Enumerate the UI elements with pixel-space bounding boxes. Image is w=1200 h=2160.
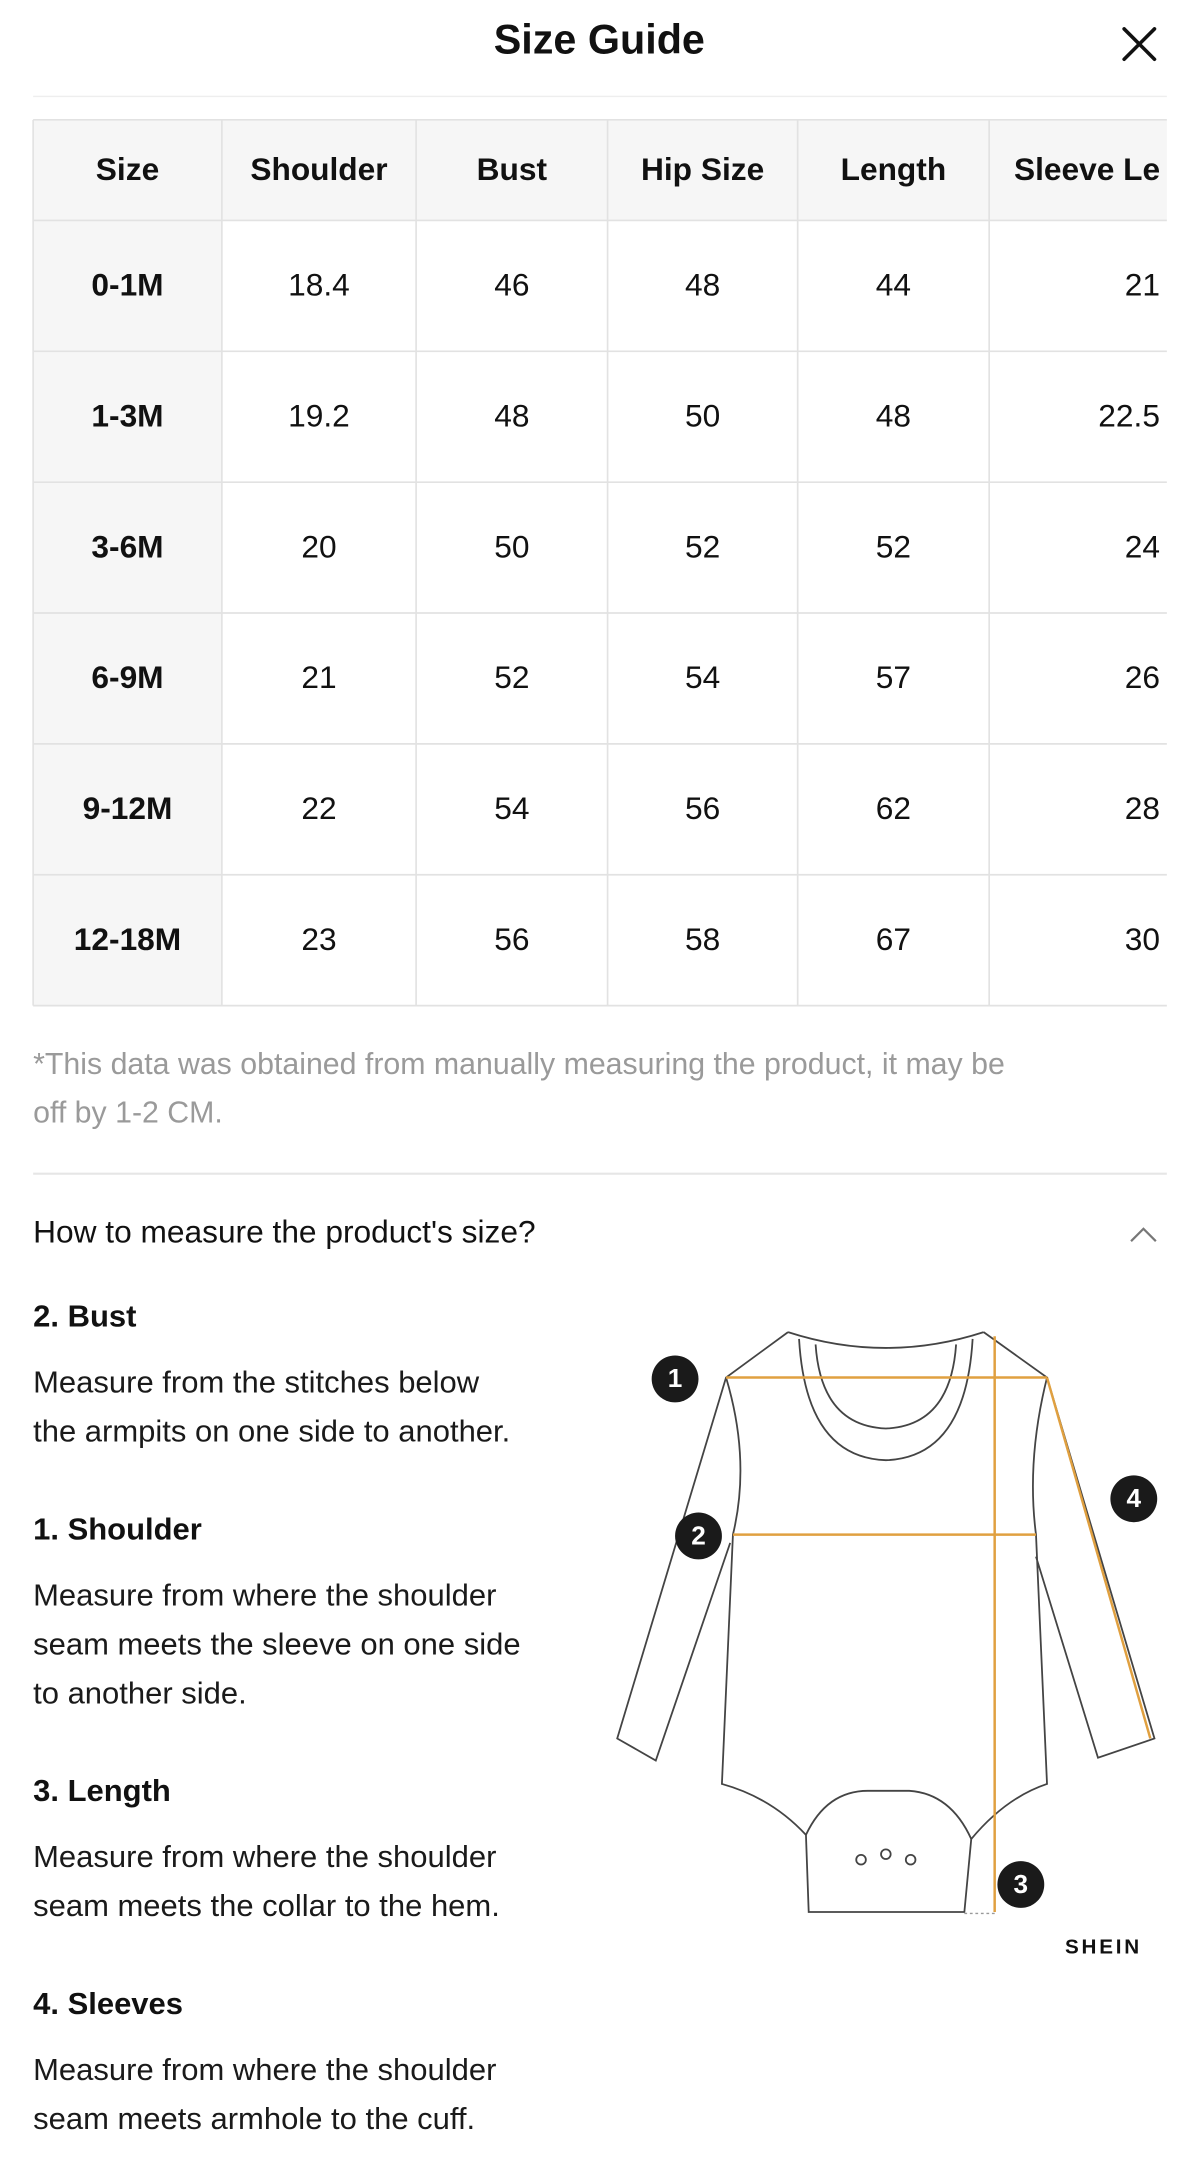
size-label: 12-18M [74,921,181,957]
note-line: *This data was obtained from manually me… [33,1048,1005,1081]
size-label: 6-9M [91,659,163,695]
cell-value: 50 [685,397,720,433]
section-title: 3. Length [33,1773,171,1808]
section-text: Measure from where the shoulder [33,1577,496,1612]
cell-value: 52 [685,528,720,564]
section-title: 4. Sleeves [33,1986,183,2021]
cell-value: 28 [1125,790,1160,826]
marker-label: 1 [668,1363,683,1393]
column-header: Hip Size [641,151,764,187]
section-text: seam meets the sleeve on one side [33,1626,520,1661]
marker-badge [997,1861,1045,1908]
cell-value: 48 [876,397,911,433]
size-col-bg [33,119,222,1006]
cell-value: 26 [1125,659,1160,695]
section-text: seam meets the collar to the hem. [33,1888,500,1923]
cell-value: 30 [1125,921,1160,957]
collapse-chevron[interactable] [1130,1227,1157,1242]
cell-value: 48 [685,267,720,303]
size-label: 3-6M [91,528,163,564]
section-title: 1. Shoulder [33,1511,202,1546]
measure-lines [726,1336,1152,1913]
section-title: 2. Bust [33,1299,136,1334]
cell-value: 44 [876,267,911,303]
size-label: 9-12M [83,790,173,826]
size-table: Size Shoulder Bust Hip Size Length Sleeve Le 0… [32,119,1167,1007]
cell-value: 20 [301,528,336,564]
cell-value: 52 [494,659,529,695]
close-button[interactable] [1122,27,1157,62]
marker-badge [651,1355,699,1403]
size-label: 1-3M [91,397,163,433]
bodysuit-diagram [616,1331,1156,1913]
marker-label: 4 [1127,1483,1142,1513]
cell-value: 22 [301,790,336,826]
instructions: 2. Bust Measure from the stitches below th… [33,1299,520,2136]
cell-value: 58 [685,921,720,957]
column-header: Length [841,151,947,187]
cell-value: 46 [494,267,529,303]
cell-value: 56 [685,790,720,826]
column-header: Bust [477,151,548,187]
marker-badge [1110,1475,1158,1523]
note: *This data was obtained from manually me… [33,1048,1005,1129]
cell-value: 50 [494,528,529,564]
cell-value: 57 [876,659,911,695]
section-text: Measure from where the shoulder [33,1839,496,1874]
note-line: off by 1-2 CM. [33,1096,223,1129]
cell-value: 21 [301,659,336,695]
section-text: to another side. [33,1675,247,1710]
cell-value: 18.4 [288,267,350,303]
column-header: Size [96,151,159,187]
section-heading: How to measure the product's size? [33,1214,535,1250]
size-label: 0-1M [91,267,163,303]
cell-value: 22.5 [1098,397,1160,433]
cell-value: 52 [876,528,911,564]
cell-value: 54 [494,790,529,826]
cell-value: 24 [1125,528,1160,564]
cell-value: 54 [685,659,720,695]
title: Size Guide [494,17,705,63]
cell-value: 23 [301,921,336,957]
section-text: Measure from the stitches below [33,1365,480,1400]
marker-badge [675,1512,722,1560]
brand: SHEIN [1065,1935,1142,1958]
marker-label: 3 [1014,1869,1029,1899]
column-header: Sleeve Le [1014,151,1160,187]
cell-value: 67 [876,921,911,957]
marker-label: 2 [691,1520,706,1550]
column-header: Shoulder [250,151,387,187]
section-text: the armpits on one side to another. [33,1414,510,1449]
cell-value: 56 [494,921,529,957]
section-text: Measure from where the shoulder [33,2052,496,2087]
cell-value: 48 [494,397,529,433]
cell-value: 62 [876,790,911,826]
cell-value: 21 [1125,267,1160,303]
section-text: seam meets armhole to the cuff. [33,2101,475,2136]
cell-value: 19.2 [288,397,350,433]
